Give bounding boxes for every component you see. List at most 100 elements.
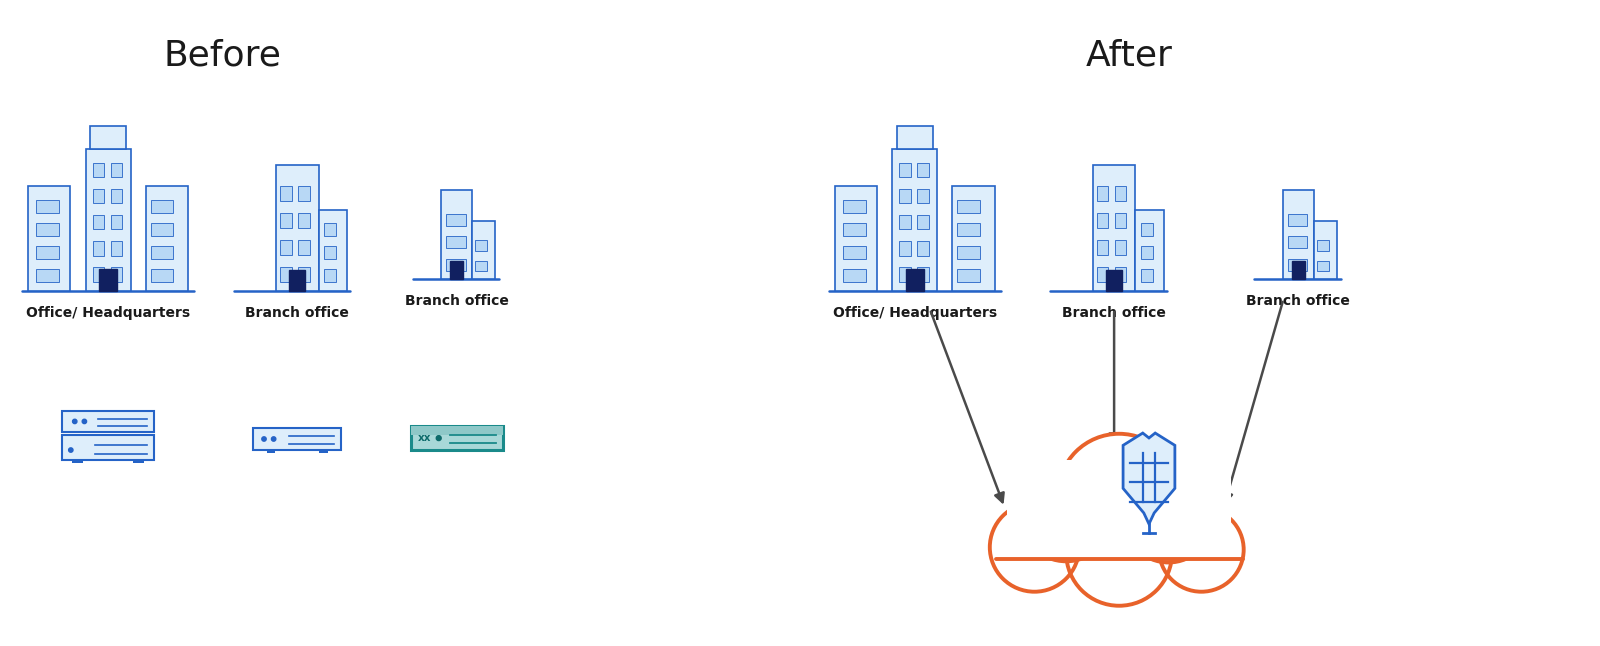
Bar [1141,245,1152,259]
Bar [446,259,466,271]
Bar [1141,223,1152,236]
Bar [150,223,173,236]
Bar [1291,262,1306,279]
Bar [1106,270,1122,291]
Bar [37,223,59,236]
Bar [37,269,59,282]
Bar [298,267,309,282]
FancyBboxPatch shape [253,428,341,450]
Text: xx: xx [418,433,430,443]
Bar [899,215,910,229]
Bar [446,214,466,225]
Bar [957,269,981,282]
Bar [1317,261,1328,271]
Bar [957,245,981,259]
Bar [1115,213,1126,228]
Bar [1136,210,1163,291]
Bar [1141,269,1152,282]
Bar [280,240,291,255]
Bar [37,245,59,259]
FancyBboxPatch shape [62,435,154,460]
Bar [1093,165,1136,291]
Bar [1008,459,1230,559]
Bar [917,189,928,203]
Bar [1098,187,1109,201]
Bar [1288,214,1307,225]
Bar [93,267,104,282]
FancyBboxPatch shape [29,185,70,291]
Circle shape [1158,508,1243,592]
Bar [298,187,309,201]
Text: Branch office: Branch office [405,294,509,308]
Text: Office/ Headquarters: Office/ Headquarters [26,306,190,320]
Circle shape [1123,474,1213,563]
Bar [37,200,59,213]
Bar [843,200,866,213]
Circle shape [82,419,86,424]
FancyBboxPatch shape [146,185,189,291]
Bar [475,240,486,251]
Bar [110,215,122,229]
Bar [899,241,910,256]
Bar [325,245,336,259]
Bar [906,269,923,291]
Bar [280,187,291,201]
Text: Branch office: Branch office [1246,294,1350,308]
Circle shape [262,437,266,441]
Bar [110,241,122,256]
Bar [1115,267,1126,282]
Circle shape [72,419,77,424]
Circle shape [990,503,1078,592]
Bar [899,189,910,203]
Bar [450,262,464,279]
Bar [1098,213,1109,228]
Bar [298,213,309,228]
Bar [843,223,866,236]
Text: Branch office: Branch office [1062,306,1166,320]
Bar [1288,236,1307,249]
FancyBboxPatch shape [835,185,877,291]
Bar [298,240,309,255]
Bar [93,189,104,203]
Bar [277,165,318,291]
Bar [320,450,328,453]
Bar [1098,240,1109,255]
Bar [472,221,494,279]
Text: Before: Before [163,39,282,72]
Bar [843,245,866,259]
Bar [957,223,981,236]
Bar [150,245,173,259]
Text: Office/ Headquarters: Office/ Headquarters [834,306,997,320]
Circle shape [437,435,442,441]
Circle shape [1019,468,1114,561]
Bar [93,241,104,256]
Bar [990,557,1248,570]
Circle shape [272,437,275,441]
Bar [899,163,910,178]
Bar [442,190,472,279]
FancyBboxPatch shape [62,411,154,432]
FancyBboxPatch shape [893,149,938,291]
Bar [917,163,928,178]
Bar [843,269,866,282]
Bar [957,200,981,213]
Bar [72,460,83,463]
Bar [446,236,466,249]
Circle shape [1066,501,1171,606]
Polygon shape [1123,433,1174,524]
Bar [290,270,306,291]
Bar [150,200,173,213]
Bar [1288,259,1307,271]
Bar [93,215,104,229]
Bar [110,267,122,282]
Bar [1115,187,1126,201]
Bar [110,163,122,178]
Text: Branch office: Branch office [245,306,349,320]
Bar [325,223,336,236]
Bar [99,269,117,291]
FancyBboxPatch shape [85,149,131,291]
Circle shape [1058,433,1181,556]
FancyBboxPatch shape [411,426,502,450]
Bar [475,261,486,271]
Bar [1115,240,1126,255]
